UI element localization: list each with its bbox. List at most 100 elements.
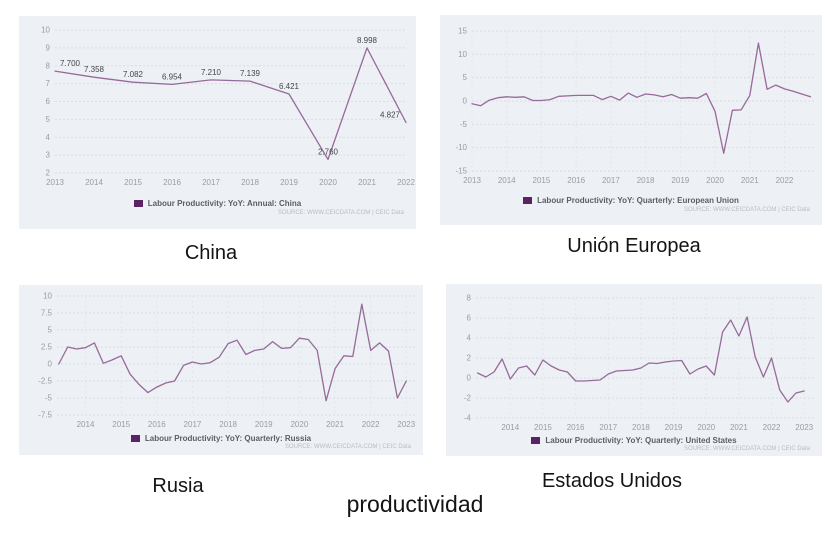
caption-united-states: Estados Unidos bbox=[541, 470, 683, 492]
series-line bbox=[54, 47, 407, 161]
point-value-label: 8.998 bbox=[357, 36, 378, 45]
x-tick-label: 2021 bbox=[358, 178, 376, 187]
y-tick-label: 5 bbox=[463, 73, 468, 82]
caption-russia: Rusia bbox=[152, 475, 204, 497]
x-tick-label: 2015 bbox=[112, 420, 130, 429]
h-gridlines-and-y-ticks: 2 3 4 5 6 7 8 9 10 bbox=[41, 26, 406, 178]
x-tick-label: 2014 bbox=[77, 420, 95, 429]
point-value-label: 2.760 bbox=[318, 147, 339, 156]
x-tick-label: 2020 bbox=[706, 176, 724, 185]
x-tick-label: 2022 bbox=[397, 178, 415, 187]
caption-china: China bbox=[184, 242, 238, 264]
x-tick-labels: 2013 2014 2015 2016 2017 2018 2019 2020 2021 2022 bbox=[463, 176, 794, 185]
v-gridlines bbox=[85, 296, 407, 415]
y-tick-label: 0 bbox=[463, 97, 468, 106]
russia-line-chart: -7.5 -5 -2.5 0 2.5 5 7.5 10 2014 2015 2016 2017 2018… bbox=[38, 292, 417, 429]
x-tick-label: 2022 bbox=[763, 423, 781, 432]
x-tick-label: 2016 bbox=[163, 178, 181, 187]
united-states-line-chart: -4 -2 0 2 4 6 8 2014 2015 2016 2017 2018 2019 2020 202… bbox=[464, 294, 814, 432]
y-tick-label: 4 bbox=[46, 133, 51, 142]
y-tick-label: 2.5 bbox=[41, 343, 53, 352]
x-tick-label: 2017 bbox=[202, 178, 220, 187]
y-tick-label: 10 bbox=[458, 50, 467, 59]
x-tick-label: 2016 bbox=[148, 420, 166, 429]
x-tick-label: 2014 bbox=[498, 176, 516, 185]
y-tick-label: 0 bbox=[467, 374, 472, 383]
point-value-label: 7.358 bbox=[84, 65, 105, 74]
point-value-label: 4.827 bbox=[380, 110, 401, 119]
x-tick-labels: 2013 2014 2015 2016 2017 2018 2019 2020 2021 2022 bbox=[46, 178, 415, 187]
x-tick-label: 2021 bbox=[741, 176, 759, 185]
y-tick-label: 0 bbox=[48, 360, 53, 369]
point-value-label: 6.421 bbox=[279, 82, 300, 91]
y-tick-label: -2 bbox=[464, 394, 472, 403]
y-tick-label: 5 bbox=[46, 115, 51, 124]
x-tick-label: 2013 bbox=[463, 176, 481, 185]
x-tick-label: 2016 bbox=[567, 423, 585, 432]
x-tick-label: 2022 bbox=[362, 420, 380, 429]
x-tick-label: 2014 bbox=[501, 423, 519, 432]
point-value-label: 6.954 bbox=[162, 72, 183, 81]
series-line bbox=[58, 303, 407, 402]
x-tick-label: 2015 bbox=[533, 176, 551, 185]
point-value-label: 7.700 bbox=[60, 59, 81, 68]
x-tick-label: 2016 bbox=[567, 176, 585, 185]
x-tick-label: 2019 bbox=[255, 420, 273, 429]
y-tick-label: 4 bbox=[467, 334, 472, 343]
x-tick-label: 2018 bbox=[219, 420, 237, 429]
series-line bbox=[476, 316, 805, 403]
y-tick-label: 3 bbox=[46, 151, 51, 160]
x-tick-label: 2017 bbox=[184, 420, 202, 429]
x-tick-label: 2019 bbox=[280, 178, 298, 187]
x-tick-label: 2023 bbox=[795, 423, 813, 432]
x-tick-label: 2018 bbox=[241, 178, 259, 187]
x-tick-label: 2023 bbox=[397, 420, 415, 429]
h-gridlines-and-y-ticks: -4 -2 0 2 4 6 8 bbox=[464, 294, 814, 423]
x-tick-label: 2018 bbox=[637, 176, 655, 185]
y-tick-label: 10 bbox=[41, 26, 50, 35]
x-tick-label: 2015 bbox=[534, 423, 552, 432]
y-tick-label: 7 bbox=[46, 79, 51, 88]
x-tick-labels: 2014 2015 2016 2017 2018 2019 2020 2021 2022 2023 bbox=[501, 423, 813, 432]
point-value-label: 7.139 bbox=[240, 69, 261, 78]
y-tick-label: 2 bbox=[467, 354, 472, 363]
x-tick-label: 2019 bbox=[665, 423, 683, 432]
x-tick-label: 2019 bbox=[671, 176, 689, 185]
caption-european-union: Unión Europea bbox=[567, 235, 701, 257]
y-tick-label: 10 bbox=[43, 292, 52, 301]
x-tick-label: 2021 bbox=[326, 420, 344, 429]
y-tick-label: -5 bbox=[45, 394, 53, 403]
page-title: productividad bbox=[346, 491, 484, 517]
x-tick-label: 2013 bbox=[46, 178, 64, 187]
h-gridlines-and-y-ticks: -7.5 -5 -2.5 0 2.5 5 7.5 10 bbox=[38, 292, 417, 420]
y-tick-label: -2.5 bbox=[38, 377, 52, 386]
chart-panel-united-states: -4 -2 0 2 4 6 8 2014 2015 2016 2017 2018 2019 2020 202… bbox=[446, 284, 822, 456]
y-tick-label: -10 bbox=[455, 143, 467, 152]
chart-panel-russia: -7.5 -5 -2.5 0 2.5 5 7.5 10 2014 2015 2016 2017 2018… bbox=[19, 285, 423, 455]
x-tick-label: 2020 bbox=[319, 178, 337, 187]
chart-panel-china: 2 3 4 5 6 7 8 9 10 2013 2014 2015 2016 2017 2018 2019 20… bbox=[19, 16, 416, 229]
x-tick-label: 2020 bbox=[697, 423, 715, 432]
chart-panel-european-union: -15 -10 -5 0 5 10 15 2013 2014 2015 2016 2017 2018 20… bbox=[440, 15, 822, 225]
series-line bbox=[471, 42, 812, 154]
y-tick-label: 6 bbox=[46, 97, 51, 106]
y-tick-label: 15 bbox=[458, 27, 467, 36]
y-tick-label: -7.5 bbox=[38, 411, 52, 420]
y-tick-label: 9 bbox=[46, 43, 51, 52]
y-tick-label: 7.5 bbox=[41, 309, 53, 318]
y-tick-label: 8 bbox=[46, 61, 51, 70]
x-tick-label: 2017 bbox=[602, 176, 620, 185]
y-tick-label: 5 bbox=[48, 326, 53, 335]
point-value-label: 7.082 bbox=[123, 70, 144, 79]
y-tick-label: 6 bbox=[467, 314, 472, 323]
x-tick-label: 2014 bbox=[85, 178, 103, 187]
x-tick-label: 2018 bbox=[632, 423, 650, 432]
y-tick-label: 2 bbox=[46, 169, 51, 178]
x-tick-label: 2020 bbox=[290, 420, 308, 429]
x-tick-label: 2022 bbox=[776, 176, 794, 185]
x-tick-label: 2015 bbox=[124, 178, 142, 187]
